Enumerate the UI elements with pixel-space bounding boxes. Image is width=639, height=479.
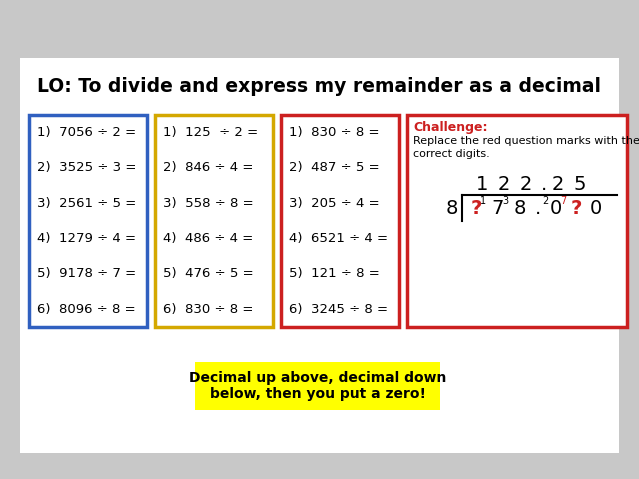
- Text: 2: 2: [542, 196, 548, 206]
- Text: 8: 8: [446, 199, 458, 218]
- Text: 3)  2561 ÷ 5 =: 3) 2561 ÷ 5 =: [37, 197, 136, 210]
- Text: 0: 0: [590, 199, 602, 218]
- Text: 2: 2: [520, 175, 532, 194]
- Text: 2)  3525 ÷ 3 =: 2) 3525 ÷ 3 =: [37, 161, 136, 174]
- Text: 6)  3245 ÷ 8 =: 6) 3245 ÷ 8 =: [289, 303, 388, 316]
- Text: 4)  1279 ÷ 4 =: 4) 1279 ÷ 4 =: [37, 232, 136, 245]
- Text: 1)  7056 ÷ 2 =: 1) 7056 ÷ 2 =: [37, 126, 136, 139]
- Bar: [20, 58, 619, 453]
- Text: Replace the red question marks with the: Replace the red question marks with the: [413, 136, 639, 146]
- Text: 1: 1: [476, 175, 488, 194]
- Text: ?: ?: [470, 199, 482, 218]
- Text: .: .: [541, 175, 547, 194]
- Text: 0: 0: [550, 199, 562, 218]
- Text: 3)  558 ÷ 8 =: 3) 558 ÷ 8 =: [163, 197, 254, 210]
- Text: 4)  6521 ÷ 4 =: 4) 6521 ÷ 4 =: [289, 232, 388, 245]
- Text: 8: 8: [514, 199, 526, 218]
- Text: 3: 3: [502, 196, 508, 206]
- Text: 2: 2: [498, 175, 510, 194]
- Text: Challenge:: Challenge:: [413, 121, 488, 134]
- Text: 4)  486 ÷ 4 =: 4) 486 ÷ 4 =: [163, 232, 253, 245]
- Text: 2: 2: [552, 175, 564, 194]
- Text: correct digits.: correct digits.: [413, 149, 489, 159]
- Bar: [155, 115, 273, 327]
- Bar: [281, 115, 399, 327]
- Text: 6)  8096 ÷ 8 =: 6) 8096 ÷ 8 =: [37, 303, 135, 316]
- Text: .: .: [535, 199, 541, 218]
- Text: 6)  830 ÷ 8 =: 6) 830 ÷ 8 =: [163, 303, 254, 316]
- Text: 5)  476 ÷ 5 =: 5) 476 ÷ 5 =: [163, 267, 254, 281]
- Text: 7: 7: [560, 196, 566, 206]
- Text: Decimal up above, decimal down
below, then you put a zero!: Decimal up above, decimal down below, th…: [189, 371, 446, 401]
- Text: 2)  487 ÷ 5 =: 2) 487 ÷ 5 =: [289, 161, 380, 174]
- Text: 7: 7: [492, 199, 504, 218]
- Text: 5)  121 ÷ 8 =: 5) 121 ÷ 8 =: [289, 267, 380, 281]
- Text: LO: To divide and express my remainder as a decimal: LO: To divide and express my remainder a…: [37, 77, 601, 95]
- Text: 3)  205 ÷ 4 =: 3) 205 ÷ 4 =: [289, 197, 380, 210]
- Text: ?: ?: [571, 199, 581, 218]
- Text: 1)  830 ÷ 8 =: 1) 830 ÷ 8 =: [289, 126, 380, 139]
- Text: 5)  9178 ÷ 7 =: 5) 9178 ÷ 7 =: [37, 267, 136, 281]
- Text: 2)  846 ÷ 4 =: 2) 846 ÷ 4 =: [163, 161, 254, 174]
- Bar: [195, 362, 440, 410]
- Bar: [407, 115, 627, 327]
- Text: 1: 1: [480, 196, 486, 206]
- Text: 5: 5: [574, 175, 586, 194]
- Bar: [29, 115, 147, 327]
- Text: 1)  125  ÷ 2 =: 1) 125 ÷ 2 =: [163, 126, 258, 139]
